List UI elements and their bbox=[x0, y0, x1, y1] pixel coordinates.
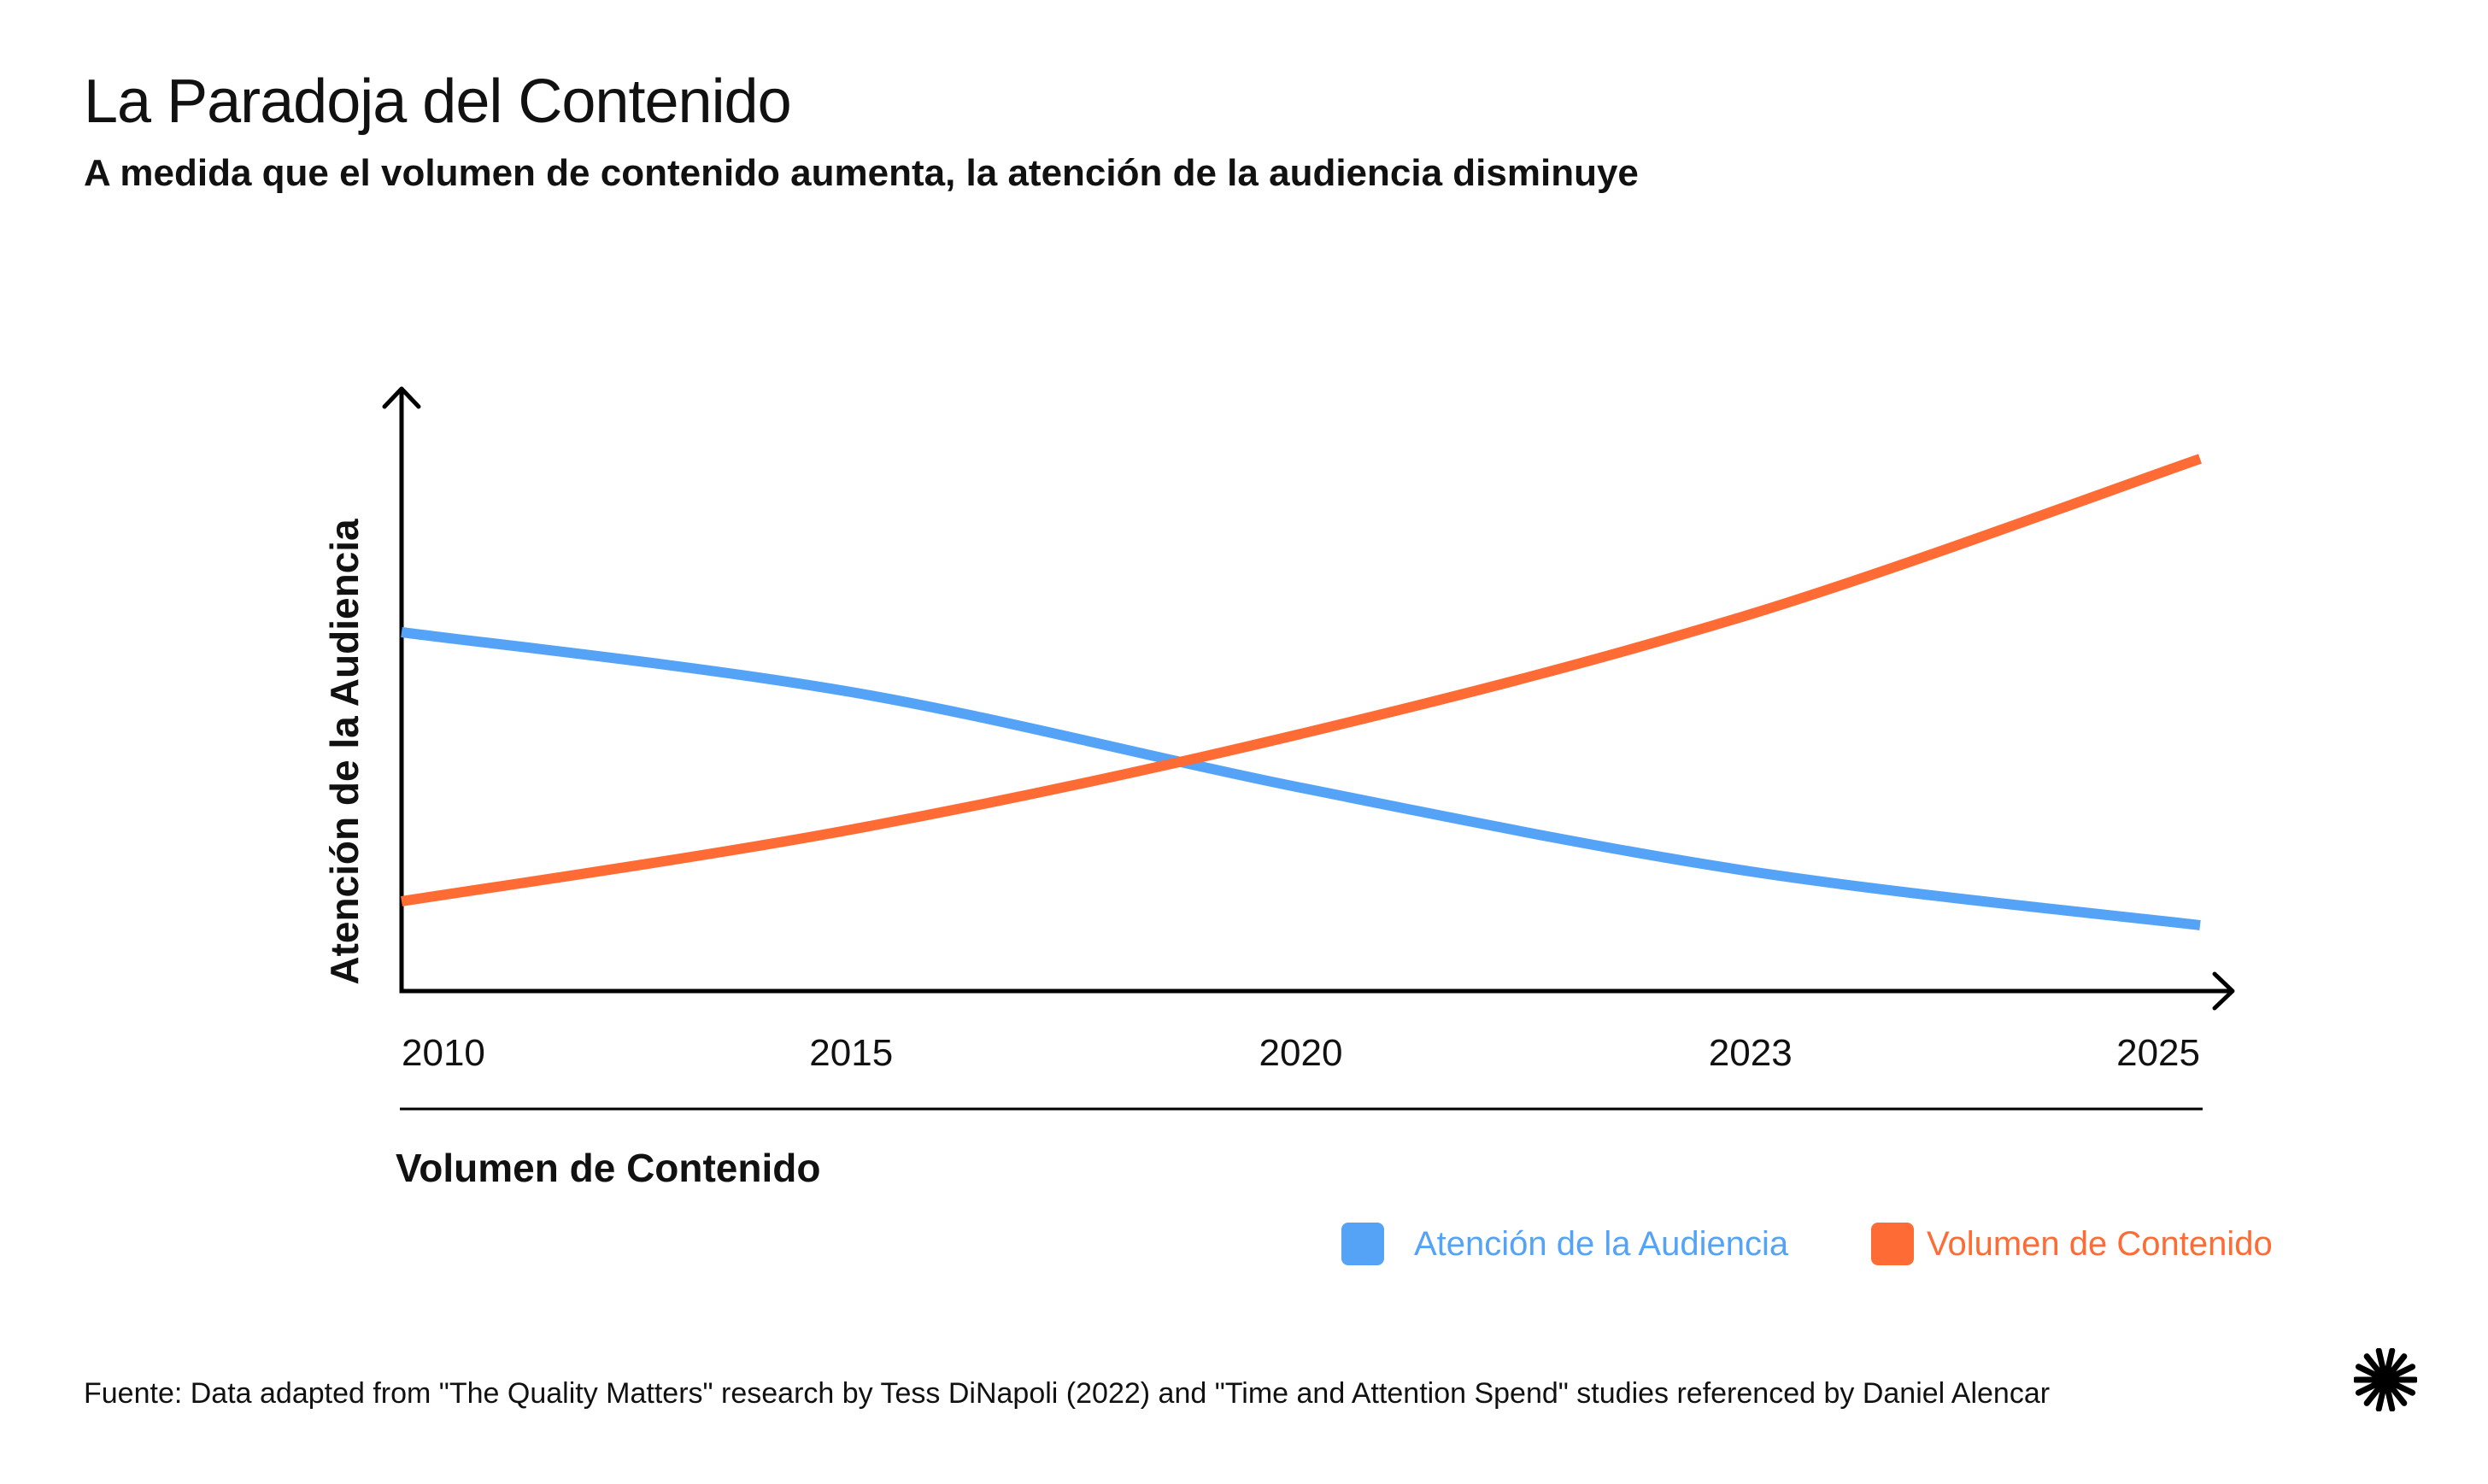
x-axis-label: Volumen de Contenido bbox=[396, 1146, 821, 1190]
series-line-volume bbox=[401, 454, 2202, 906]
x-tick-label: 2015 bbox=[809, 1032, 893, 1074]
starburst-icon bbox=[2354, 1348, 2417, 1411]
legend-swatch-volume bbox=[1871, 1223, 1914, 1265]
x-tick-label: 2023 bbox=[1709, 1032, 1793, 1074]
chart-title: La Paradoja del Contenido bbox=[84, 67, 792, 136]
chart-series bbox=[401, 454, 2202, 930]
axes-lines bbox=[399, 389, 2232, 994]
x-tick-label: 2010 bbox=[402, 1032, 485, 1074]
legend-label-attention: Atención de la Audiencia bbox=[1414, 1224, 1789, 1263]
series-line-attention bbox=[401, 627, 2201, 930]
x-tick-label: 2025 bbox=[2116, 1032, 2200, 1074]
legend-item-volume: Volumen de Contenido bbox=[1871, 1220, 2273, 1268]
x-axis-arrowhead bbox=[2212, 971, 2235, 1011]
chart-subtitle: A medida que el volumen de contenido aum… bbox=[84, 152, 1639, 194]
chart-axes bbox=[382, 386, 2235, 1111]
x-tick-label: 2020 bbox=[1259, 1032, 1343, 1074]
legend-item-attention: Atención de la Audiencia bbox=[1341, 1220, 1788, 1268]
y-axis-arrowhead bbox=[382, 386, 421, 409]
chart-tick-labels: 2010 2015 2020 2023 2025 bbox=[402, 1032, 2200, 1074]
y-axis-label: Atención de la Audiencia bbox=[322, 519, 367, 985]
legend-swatch-attention bbox=[1341, 1223, 1384, 1265]
source-note: Fuente: Data adapted from "The Quality M… bbox=[84, 1377, 2051, 1410]
legend-label-volume: Volumen de Contenido bbox=[1927, 1224, 2273, 1263]
